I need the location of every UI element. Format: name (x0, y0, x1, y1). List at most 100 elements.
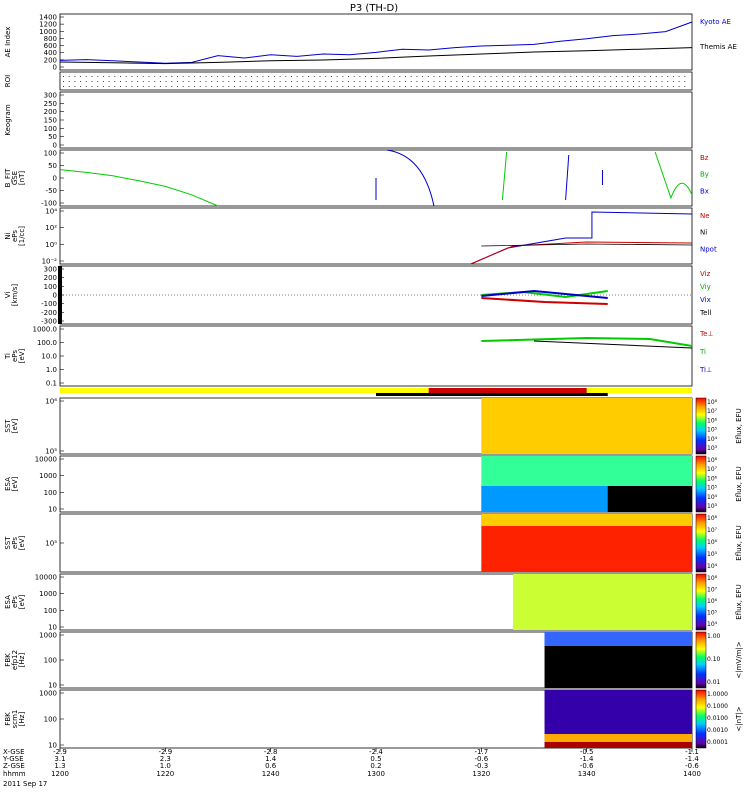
ytick-label: 1200 (39, 21, 57, 29)
roi-dot (268, 86, 270, 87)
roi-dot (496, 76, 498, 77)
roi-dot (359, 86, 361, 87)
roi-dot (570, 76, 572, 77)
colorbar-tick: 10⁵ (707, 427, 718, 434)
roi-dot (273, 86, 275, 87)
footer-x-value: -2.8 (264, 748, 278, 756)
ytick-label: 10⁵ (45, 448, 57, 456)
panel-bfit: B_FIT GSE [nT] 100 50 0 -50 -100 Bz By Bx (4, 150, 709, 208)
roi-dot (547, 76, 549, 77)
roi-dot (251, 81, 253, 82)
roi-dot (684, 86, 686, 87)
panel-ylabel: Ni ePs [1/cc] (4, 226, 26, 246)
footer-x-value: -2.9 (158, 748, 172, 756)
roi-dot (501, 81, 503, 82)
roi-dot (165, 76, 167, 77)
roi-dot (439, 81, 441, 82)
roi-dot (68, 86, 70, 87)
roi-dot (473, 81, 475, 82)
roi-dot (553, 76, 555, 77)
roi-dot (427, 81, 429, 82)
roi-dot (456, 81, 458, 82)
roi-dot (593, 81, 595, 82)
ytick-label: 10.0 (41, 353, 57, 361)
roi-dot (205, 76, 207, 77)
roi-dot (479, 81, 481, 82)
ytick-label: 1400 (39, 14, 57, 22)
panel-ylabel: AE Index (4, 27, 12, 58)
roi-dot (587, 76, 589, 77)
roi-dot (621, 86, 623, 87)
ytick-label: 10 (48, 682, 57, 690)
roi-dot (330, 76, 332, 77)
roi-dot (114, 76, 116, 77)
roi-dot (399, 81, 401, 82)
roi-dot (587, 86, 589, 87)
panel-ylabel: SST [eV] (4, 418, 19, 433)
ytick-label: 10000 (35, 456, 57, 464)
roi-dot (137, 81, 139, 82)
roi-dot (268, 81, 270, 82)
ylabel-line: [eV] (11, 476, 19, 491)
colorbar-tick: 10⁸ (707, 457, 718, 464)
ytick-label: 0 (53, 64, 57, 72)
roi-dot (177, 81, 178, 82)
roi-dot (558, 86, 560, 87)
roi-dot (416, 81, 418, 82)
roi-dot (479, 76, 481, 77)
roi-dot (581, 76, 583, 77)
roi-dot (456, 76, 458, 77)
roi-dot (302, 81, 304, 82)
roi-dot (581, 86, 583, 87)
colorbar-tick: 10⁷ (707, 408, 718, 415)
ylabel-line: [1/cc] (18, 226, 26, 246)
fbk2-spectrogram-band (544, 734, 692, 742)
roi-dot (684, 81, 686, 82)
ytick-label: 10 (48, 506, 57, 514)
legend-entry: Viz (700, 270, 711, 278)
roi-dot (598, 76, 600, 77)
roi-dot (308, 86, 310, 87)
roi-dot (593, 76, 595, 77)
roi-dot (501, 86, 503, 87)
roi-dot (610, 76, 612, 77)
roi-dot (325, 81, 327, 82)
roi-dot (222, 81, 224, 82)
colorbar-tick: 0.1000 (707, 703, 728, 710)
colorbar-label-group: Eflux, EFU (735, 408, 743, 443)
roi-dot (576, 81, 577, 82)
roi-dot (353, 86, 355, 87)
roi-dot (393, 76, 395, 77)
footer-hhmm-value: 1300 (367, 770, 385, 778)
footer-y-value: -1.4 (580, 755, 594, 763)
roi-dot (205, 81, 207, 82)
ylabel-line: Vi (4, 292, 12, 299)
roi-dot (547, 81, 549, 82)
roi-dot (194, 86, 196, 87)
roi-dot (439, 86, 441, 87)
ylabel-line: FBK (4, 712, 12, 726)
ytick-label: 10000 (35, 574, 57, 582)
colorbar-tick: 1.0000 (707, 691, 728, 698)
colorbar-tick: 1.00 (707, 633, 721, 640)
roi-dot (650, 81, 652, 82)
footer-x-value: -2.9 (53, 748, 67, 756)
ytick-label: -100 (41, 200, 57, 208)
roi-dot (251, 86, 253, 87)
roi-dot (433, 76, 435, 77)
roi-dot (336, 86, 338, 87)
roi-dot (211, 81, 213, 82)
colorbar-tick: 10⁷ (707, 527, 718, 534)
roi-dot (199, 86, 201, 87)
ylabel-line: ESA (4, 595, 12, 609)
roi-dot (319, 81, 321, 82)
roi-dot (291, 86, 292, 87)
roi-dot (507, 86, 509, 87)
roi-dot (541, 76, 543, 77)
roi-dot (422, 86, 424, 87)
colorbar-tick: 0.01 (707, 679, 721, 686)
colorbar-label-group: Eflux, EFU (735, 525, 743, 560)
footer-x-value: -1.1 (685, 748, 699, 756)
